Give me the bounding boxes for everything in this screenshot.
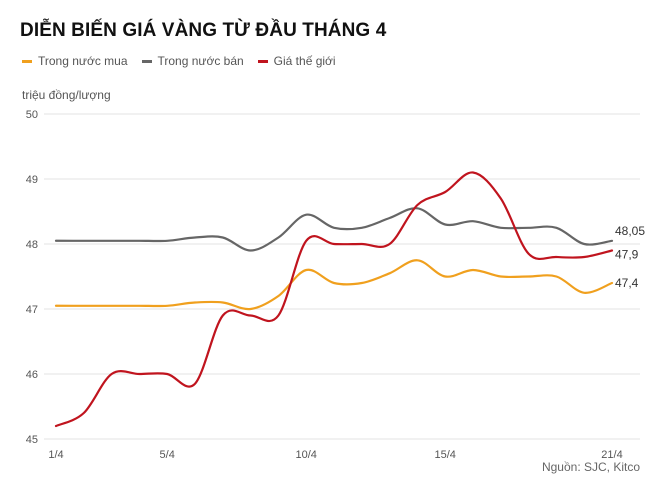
legend-label-domestic-sell: Trong nước bán xyxy=(157,54,244,68)
legend-swatch-domestic-sell xyxy=(141,59,152,63)
x-tick-label: 15/4 xyxy=(434,449,455,461)
x-tick-label: 10/4 xyxy=(295,449,316,461)
series-line-world-price xyxy=(54,171,614,428)
y-tick-label: 45 xyxy=(26,434,38,446)
series-line-domestic-buy xyxy=(54,259,614,311)
x-tick-label: 1/4 xyxy=(48,449,63,461)
end-value-label-domestic-buy: 47,4 xyxy=(615,276,639,290)
legend-item-world-price: Giá thế giới xyxy=(257,54,336,68)
y-tick-label: 47 xyxy=(26,304,38,316)
legend-item-domestic-buy: Trong nước mua xyxy=(22,54,128,68)
end-value-label-world-price: 47,9 xyxy=(615,248,639,262)
legend-label-domestic-buy: Trong nước mua xyxy=(38,54,128,68)
y-axis-unit-label: triệu đồng/lượng xyxy=(22,88,111,102)
legend-item-domestic-sell: Trong nước bán xyxy=(141,54,244,68)
y-tick-label: 48 xyxy=(26,239,38,251)
source-note: Nguồn: SJC, Kitco xyxy=(541,460,640,474)
legend-label-world-price: Giá thế giới xyxy=(273,54,336,68)
y-tick-label: 49 xyxy=(26,174,38,186)
x-tick-label: 5/4 xyxy=(160,449,175,461)
legend-swatch-domestic-buy xyxy=(22,59,32,63)
legend: Trong nước mua Trong nước bán Giá thế gi… xyxy=(22,54,350,68)
legend-swatch-world-price xyxy=(257,59,268,63)
chart-title: DIỄN BIẾN GIÁ VÀNG TỪ ĐẦU THÁNG 4 xyxy=(20,20,387,41)
x-tick-label: 21/4 xyxy=(601,449,622,461)
end-value-label-domestic-sell: 48,05 xyxy=(615,224,645,238)
y-tick-label: 46 xyxy=(26,369,38,381)
series-line-domestic-sell xyxy=(54,207,614,252)
y-tick-label: 50 xyxy=(26,109,38,121)
